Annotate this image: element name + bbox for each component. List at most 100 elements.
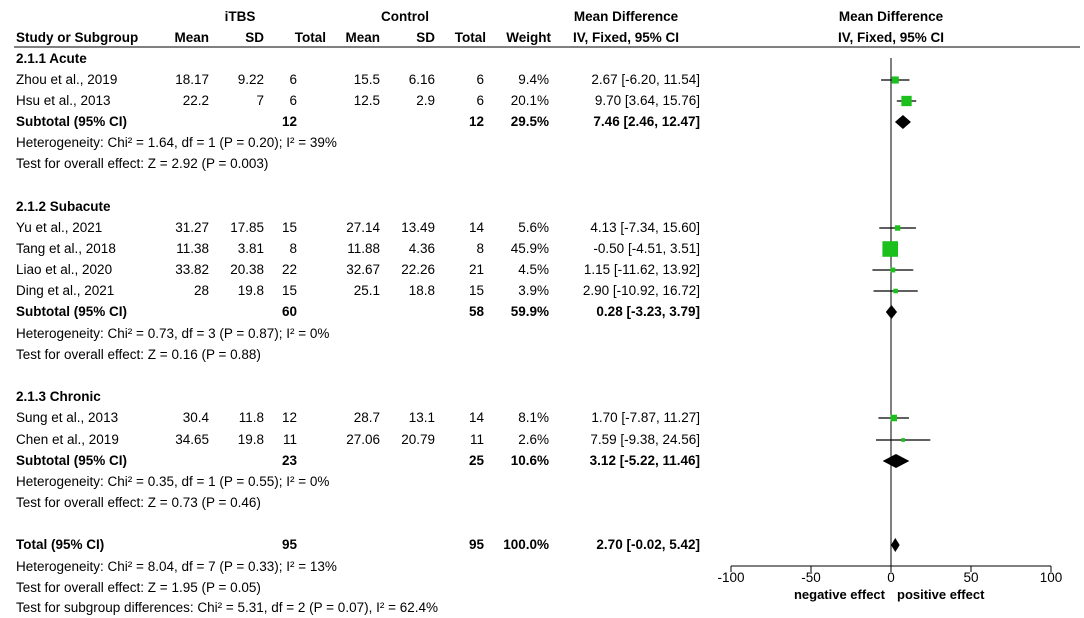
study-name: Yu et al., 2021 <box>16 220 103 235</box>
subtotal-ci: 0.28 [-3.23, 3.79] <box>596 304 700 319</box>
subtotal-weight: 10.6% <box>510 453 549 468</box>
weight-value: 45.9% <box>510 241 549 256</box>
total-n2: 95 <box>468 537 484 552</box>
sd1-value: 7 <box>256 93 264 108</box>
overall-effect-text: Test for overall effect: Z = 2.92 (P = 0… <box>16 156 269 171</box>
subtotal-label: Subtotal (95% CI) <box>16 114 128 129</box>
mean2-value: 15.5 <box>353 72 380 87</box>
n1-value: 22 <box>281 262 297 277</box>
mean1-value: 22.2 <box>182 93 209 108</box>
study-col-header: Study or Subgroup <box>16 30 139 45</box>
study-name: Hsu et al., 2013 <box>16 93 111 108</box>
study-point <box>901 438 905 442</box>
weight-value: 4.5% <box>518 262 549 277</box>
ci-value: 2.90 [-10.92, 16.72] <box>582 283 700 298</box>
weight-value: 9.4% <box>518 72 549 87</box>
ci-value: 4.13 [-7.34, 15.60] <box>590 220 700 235</box>
weight-value: 3.9% <box>518 283 549 298</box>
subtotal-n2: 25 <box>468 453 484 468</box>
sd1-value: 17.85 <box>230 220 264 235</box>
subtotal-diamond <box>885 305 898 319</box>
weight-col-header: Weight <box>506 30 551 45</box>
x-tick-label: 0 <box>887 570 895 585</box>
subgroup-title: 2.1.1 Acute <box>16 51 87 66</box>
mean1-col-header: Mean <box>174 30 209 45</box>
total-overall-effect-text: Test for overall effect: Z = 1.95 (P = 0… <box>16 580 261 595</box>
sd2-value: 6.16 <box>408 72 435 87</box>
ci-value: -0.50 [-4.51, 3.51] <box>593 241 700 256</box>
sd2-value: 13.49 <box>401 220 435 235</box>
subgroup-title: 2.1.3 Chronic <box>16 389 101 404</box>
n2-value: 11 <box>469 432 484 447</box>
ci-value: 1.15 [-11.62, 13.92] <box>583 262 700 277</box>
study-point <box>891 76 899 84</box>
ci-value: 7.59 [-9.38, 24.56] <box>590 432 700 447</box>
mean1-value: 18.17 <box>175 72 209 87</box>
n2-value: 6 <box>476 93 484 108</box>
subtotal-n1: 23 <box>281 453 297 468</box>
study-point <box>882 241 898 257</box>
study-name: Tang et al., 2018 <box>16 241 116 256</box>
n2-value: 14 <box>468 220 484 235</box>
heterogeneity-text: Heterogeneity: Chi² = 1.64, df = 1 (P = … <box>16 135 337 150</box>
sd2-col-header: SD <box>416 30 435 45</box>
mean2-value: 25.1 <box>353 283 380 298</box>
weight-value: 8.1% <box>518 410 549 425</box>
total-n1: 95 <box>281 537 297 552</box>
md-plot-header: Mean Difference <box>838 9 944 24</box>
total-weight: 100.0% <box>503 537 549 552</box>
n2-value: 21 <box>468 262 484 277</box>
x-tick-label: 50 <box>963 570 979 585</box>
ci-value: 2.67 [-6.20, 11.54] <box>591 72 700 87</box>
n1-value: 15 <box>281 283 297 298</box>
mean1-value: 33.82 <box>175 262 209 277</box>
mean1-value: 28 <box>193 283 209 298</box>
n1-value: 11 <box>282 432 297 447</box>
subtotal-n1: 12 <box>281 114 297 129</box>
sd1-value: 19.8 <box>237 283 264 298</box>
n2-value: 6 <box>476 72 484 87</box>
method-plot-header: IV, Fixed, 95% CI <box>837 30 945 45</box>
mean1-value: 34.65 <box>175 432 209 447</box>
n1-value: 6 <box>289 93 297 108</box>
n1-value: 15 <box>281 220 297 235</box>
study-point <box>894 225 901 231</box>
x-tick-label: -50 <box>801 570 821 585</box>
subtotal-n2: 12 <box>468 114 484 129</box>
total-heterogeneity-text: Heterogeneity: Chi² = 8.04, df = 7 (P = … <box>16 559 337 574</box>
mean1-value: 30.4 <box>182 410 209 425</box>
study-name: Chen et al., 2019 <box>16 432 119 447</box>
study-name: Liao et al., 2020 <box>16 262 113 277</box>
heterogeneity-text: Heterogeneity: Chi² = 0.73, df = 3 (P = … <box>16 326 330 341</box>
ci-value: 1.70 [-7.87, 11.27] <box>591 410 700 425</box>
positive-effect-label: positive effect <box>897 587 985 602</box>
subtotal-label: Subtotal (95% CI) <box>16 304 128 319</box>
mean2-col-header: Mean <box>345 30 380 45</box>
subtotal-ci: 3.12 [-5.22, 11.46] <box>589 453 700 468</box>
weight-value: 2.6% <box>518 432 549 447</box>
sd2-value: 22.26 <box>401 262 435 277</box>
n2-value: 8 <box>476 241 484 256</box>
n2-value: 14 <box>468 410 484 425</box>
sd1-value: 11.8 <box>238 410 264 425</box>
sd1-col-header: SD <box>245 30 264 45</box>
subtotal-n1: 60 <box>281 304 297 319</box>
total1-col-header: Total <box>294 30 326 45</box>
weight-value: 20.1% <box>510 93 549 108</box>
heterogeneity-text: Heterogeneity: Chi² = 0.35, df = 1 (P = … <box>16 474 330 489</box>
sd2-value: 18.8 <box>408 283 435 298</box>
mean1-value: 11.38 <box>176 241 209 256</box>
study-name: Ding et al., 2021 <box>16 283 115 298</box>
weight-value: 5.6% <box>518 220 549 235</box>
subtotal-n2: 58 <box>468 304 484 319</box>
mean1-value: 31.27 <box>175 220 209 235</box>
x-tick-label: 100 <box>1039 570 1063 585</box>
ci-value: 9.70 [3.64, 15.76] <box>594 93 700 108</box>
group2-header: Control <box>381 9 429 24</box>
subgroup-title: 2.1.2 Subacute <box>16 199 111 214</box>
subtotal-diamond <box>882 454 910 468</box>
sd2-value: 13.1 <box>408 410 435 425</box>
total-ci: 2.70 [-0.02, 5.42] <box>596 537 700 552</box>
sd1-value: 19.8 <box>237 432 264 447</box>
